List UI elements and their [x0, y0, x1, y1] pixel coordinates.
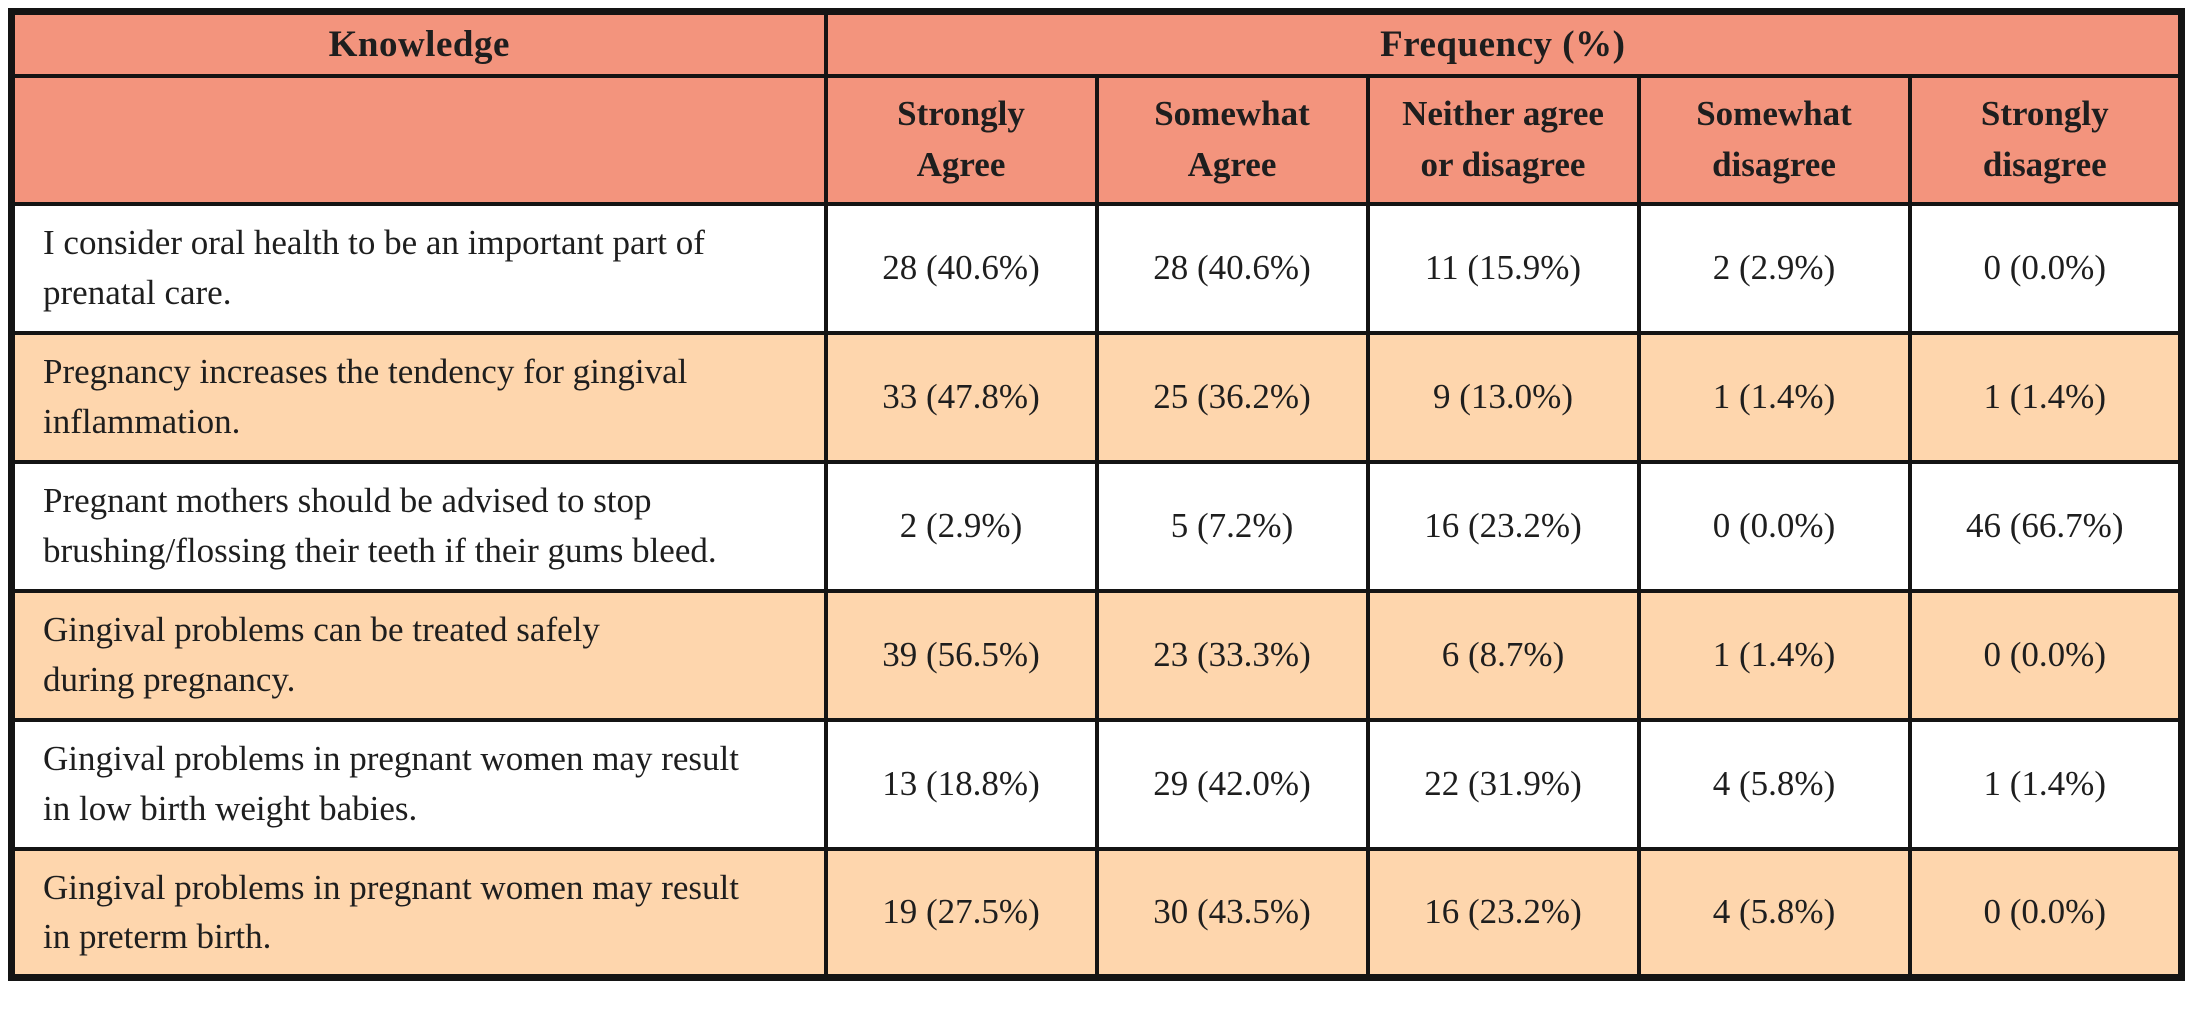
value-cell: 9 (13.0%): [1365, 330, 1641, 464]
column-header-somewhat-disagree: Somewhat disagree: [1636, 73, 1912, 206]
value-cell: 22 (31.9%): [1365, 717, 1641, 851]
value-cell: 1 (1.4%): [1636, 588, 1912, 722]
value-cell: 25 (36.2%): [1094, 330, 1370, 464]
knowledge-frequency-table: Knowledge Frequency (%) Strongly Agree S…: [8, 8, 2186, 981]
value-cell: 4 (5.8%): [1636, 717, 1912, 851]
value-cell: 2 (2.9%): [1636, 201, 1912, 335]
value-cell: 6 (8.7%): [1365, 588, 1641, 722]
table-row: Pregnant mothers should be advised to st…: [9, 459, 2184, 593]
value-cell: 1 (1.4%): [1636, 330, 1912, 464]
knowledge-header: Knowledge: [9, 9, 828, 78]
value-cell: 0 (0.0%): [1907, 588, 2184, 722]
table-row: Gingival problems can be treated safely …: [9, 588, 2184, 722]
knowledge-cell: Pregnancy increases the tendency for gin…: [9, 330, 828, 464]
value-cell: 33 (47.8%): [823, 330, 1099, 464]
value-cell: 46 (66.7%): [1907, 459, 2184, 593]
knowledge-cell: I consider oral health to be an importan…: [9, 201, 828, 335]
frequency-header: Frequency (%): [823, 9, 2184, 78]
table-row: Gingival problems in pregnant women may …: [9, 846, 2184, 980]
value-cell: 0 (0.0%): [1907, 201, 2184, 335]
value-cell: 29 (42.0%): [1094, 717, 1370, 851]
empty-header-cell: [9, 73, 828, 206]
value-cell: 19 (27.5%): [823, 846, 1099, 980]
value-cell: 11 (15.9%): [1365, 201, 1641, 335]
value-cell: 30 (43.5%): [1094, 846, 1370, 980]
group-header-row: Knowledge Frequency (%): [9, 9, 2184, 78]
value-cell: 5 (7.2%): [1094, 459, 1370, 593]
sub-header-row: Strongly Agree Somewhat Agree Neither ag…: [9, 73, 2184, 206]
value-cell: 23 (33.3%): [1094, 588, 1370, 722]
knowledge-cell: Gingival problems can be treated safely …: [9, 588, 828, 722]
value-cell: 28 (40.6%): [823, 201, 1099, 335]
table-row: Gingival problems in pregnant women may …: [9, 717, 2184, 851]
column-header-strongly-agree: Strongly Agree: [823, 73, 1099, 206]
value-cell: 4 (5.8%): [1636, 846, 1912, 980]
knowledge-cell: Gingival problems in pregnant women may …: [9, 717, 828, 851]
value-cell: 16 (23.2%): [1365, 846, 1641, 980]
value-cell: 28 (40.6%): [1094, 201, 1370, 335]
value-cell: 1 (1.4%): [1907, 330, 2184, 464]
value-cell: 2 (2.9%): [823, 459, 1099, 593]
knowledge-cell: Gingival problems in pregnant women may …: [9, 846, 828, 980]
value-cell: 13 (18.8%): [823, 717, 1099, 851]
value-cell: 0 (0.0%): [1907, 846, 2184, 980]
value-cell: 1 (1.4%): [1907, 717, 2184, 851]
value-cell: 0 (0.0%): [1636, 459, 1912, 593]
column-header-strongly-disagree: Strongly disagree: [1907, 73, 2184, 206]
table-row: I consider oral health to be an importan…: [9, 201, 2184, 335]
column-header-neither-agree-or-disagree: Neither agree or disagree: [1365, 73, 1641, 206]
column-header-somewhat-agree: Somewhat Agree: [1094, 73, 1370, 206]
knowledge-cell: Pregnant mothers should be advised to st…: [9, 459, 828, 593]
table-row: Pregnancy increases the tendency for gin…: [9, 330, 2184, 464]
value-cell: 16 (23.2%): [1365, 459, 1641, 593]
value-cell: 39 (56.5%): [823, 588, 1099, 722]
